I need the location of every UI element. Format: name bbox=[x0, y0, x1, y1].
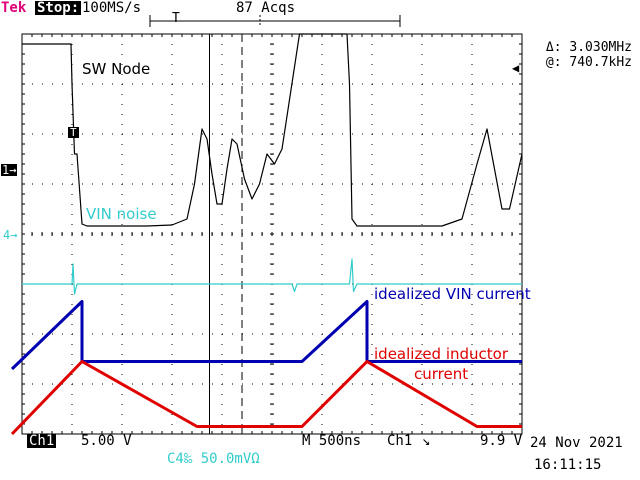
cursor-delta-frequency: Δ: 3.030MHz bbox=[545, 40, 632, 55]
inductor-current-annotation-line1: idealized inductor bbox=[374, 345, 509, 363]
timebase: M 500ns bbox=[302, 433, 362, 449]
ch1-ground-marker: 1→ bbox=[1, 163, 18, 177]
vin-noise-trace bbox=[22, 258, 522, 295]
inductor-current-annotation-line2: current bbox=[414, 365, 469, 383]
brand-label: Tek bbox=[1, 0, 27, 16]
acquisition-count: 87 Acqs bbox=[236, 0, 296, 16]
ch1-scale: 5.00 V bbox=[81, 433, 132, 449]
capture-date: 24 Nov 2021 bbox=[530, 435, 623, 451]
trigger-level-marker: T bbox=[68, 126, 79, 139]
trigger-voltage: 9.9 V bbox=[480, 433, 523, 449]
record-position-bar bbox=[149, 15, 401, 27]
sw-node-trace bbox=[22, 33, 523, 227]
sw-node-annotation: SW Node bbox=[82, 60, 151, 78]
vin-noise-annotation: VIN noise bbox=[86, 205, 157, 223]
waveform-traces bbox=[10, 33, 523, 436]
trigger-slope-icon: ↘ bbox=[422, 433, 431, 449]
ch1-label[interactable]: Ch1 bbox=[27, 433, 57, 449]
ch4-setting: C4‰ 50.0mVΩ bbox=[167, 451, 260, 467]
capture-time: 16:11:15 bbox=[534, 457, 602, 473]
trigger-level-arrow-icon: ◀ bbox=[512, 61, 520, 75]
trigger-source: Ch1 bbox=[387, 433, 413, 449]
inductor-current-trace bbox=[10, 360, 522, 436]
cursor-lines[interactable] bbox=[209, 34, 243, 434]
cursor-at-frequency: @: 740.7kHz bbox=[545, 55, 632, 70]
trigger-position-marker: T bbox=[172, 11, 180, 26]
ch4-ground-marker: 4→ bbox=[3, 228, 18, 242]
vin-current-annotation: idealized VIN current bbox=[374, 285, 531, 303]
sample-rate: 100MS/s bbox=[82, 0, 142, 16]
run-state-badge[interactable]: Stop: bbox=[35, 0, 82, 16]
